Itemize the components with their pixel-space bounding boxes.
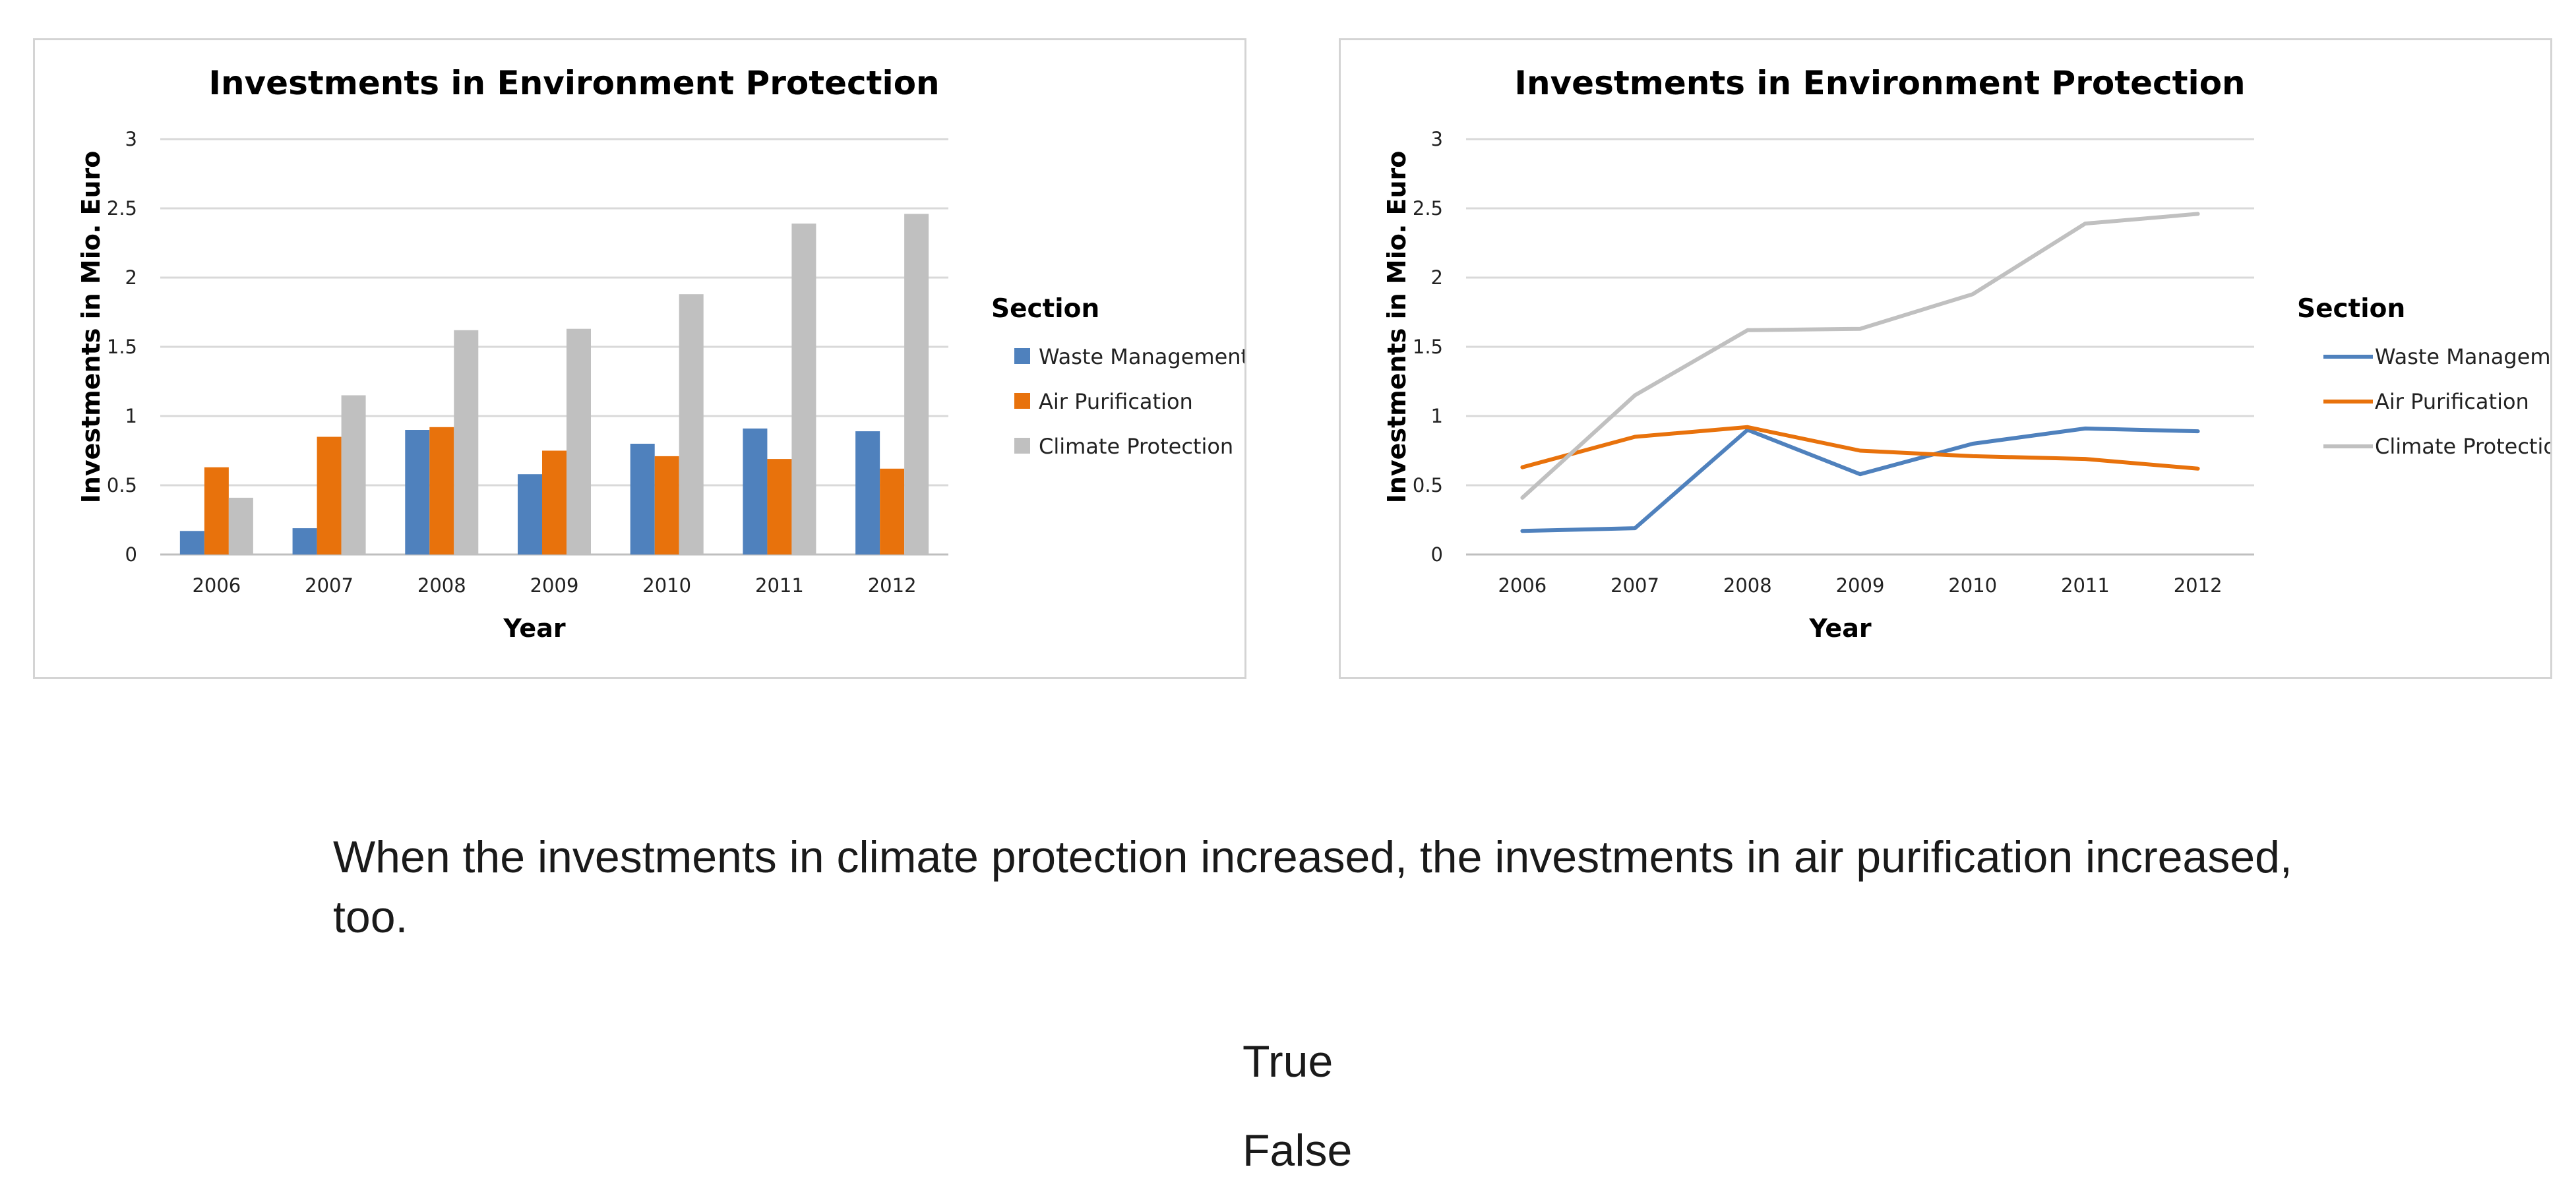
line-climate-protection: [1520, 212, 2200, 500]
x-tick-label: 2006: [192, 574, 241, 597]
y-tick-label: 2: [1431, 266, 1443, 289]
y-tick-label: 3: [125, 128, 137, 150]
y-tick-label: 2.5: [107, 197, 137, 220]
bar-air-purification: [880, 468, 905, 554]
x-tick-label: 2009: [1836, 574, 1885, 597]
x-tick-label: 2011: [755, 574, 804, 597]
bar-climate-protection: [791, 224, 816, 554]
x-tick-label: 2008: [1723, 574, 1772, 597]
line-air-purification: [1520, 425, 2200, 471]
legend-climate-protection-label: Climate Protection: [2375, 434, 2550, 459]
bar-chart: Investments in Environment Protection 0 0.…: [77, 64, 1244, 643]
bar-chart-panel: Investments in Environment Protection 0 0.…: [33, 38, 1246, 679]
bar-waste-management: [855, 431, 880, 554]
line-waste-management: [1520, 426, 2200, 533]
bar-climate-protection: [228, 497, 253, 554]
bar-air-purification: [654, 456, 679, 554]
bar-waste-management: [518, 474, 542, 554]
x-axis-title: Year: [1808, 614, 1871, 643]
chart-title: Investments in Environment Protection: [1514, 64, 2245, 102]
x-tick-label: 2011: [2061, 574, 2110, 597]
x-tick-label: 2007: [1610, 574, 1659, 597]
y-tick-label: 2.5: [1413, 197, 1443, 220]
y-tick-label: 0.5: [1413, 474, 1443, 496]
x-axis-title: Year: [503, 614, 565, 643]
y-tick-label: 0: [1431, 543, 1443, 566]
x-tick-label: 2009: [530, 574, 579, 597]
x-tick-label: 2010: [1948, 574, 1997, 597]
legend-climate-protection-label: Climate Protection: [1039, 434, 1233, 459]
legend-air-purification-label: Air Purification: [2375, 389, 2529, 414]
legend-waste-management-label: Waste Management: [2375, 344, 2550, 369]
y-axis-title: Investments in Mio. Euro: [1382, 151, 1411, 504]
line-chart-panel: Investments in Environment Protection 0 0.…: [1339, 38, 2552, 679]
chart-title: Investments in Environment Protection: [208, 64, 939, 102]
y-tick-label: 0.5: [107, 474, 137, 496]
x-tick-label: 2007: [305, 574, 353, 597]
legend-air-purification-label: Air Purification: [1039, 389, 1193, 414]
x-tick-label: 2010: [642, 574, 691, 597]
y-tick-label: 1.5: [1413, 336, 1443, 358]
bar-climate-protection: [567, 328, 591, 554]
bar-climate-protection: [904, 214, 929, 554]
bar-air-purification: [317, 436, 342, 554]
legend-air-purification-swatch: [1014, 393, 1030, 409]
legend-waste-management-label: Waste Management: [1039, 344, 1244, 369]
x-tick-label: 2008: [417, 574, 466, 597]
answer-false-option[interactable]: False: [1242, 1125, 1353, 1176]
bar-waste-management: [405, 430, 430, 554]
legend-title: Section: [991, 294, 1099, 324]
y-tick-label: 1: [1431, 405, 1443, 427]
y-tick-label: 1.5: [107, 336, 137, 358]
y-tick-label: 2: [125, 266, 137, 289]
bar-climate-protection: [679, 294, 704, 554]
bar-air-purification: [429, 427, 454, 554]
question-statement: When the investments in climate protecti…: [333, 832, 2292, 942]
bar-air-purification: [542, 450, 567, 554]
bar-waste-management: [743, 428, 768, 554]
legend-title: Section: [2297, 294, 2405, 324]
bar-climate-protection: [454, 330, 479, 554]
line-chart: Investments in Environment Protection 0 0.…: [1382, 64, 2550, 643]
bar-waste-management: [630, 444, 655, 554]
legend-climate-protection-swatch: [1014, 438, 1030, 454]
x-tick-label: 2012: [2174, 574, 2223, 597]
y-tick-label: 1: [125, 405, 137, 427]
answer-true-option[interactable]: True: [1242, 1036, 1334, 1087]
x-tick-label: 2006: [1498, 574, 1547, 597]
x-tick-label: 2012: [868, 574, 917, 597]
bar-air-purification: [767, 459, 792, 554]
bar-climate-protection: [341, 395, 366, 554]
bar-air-purification: [204, 467, 229, 554]
y-tick-label: 3: [1431, 128, 1443, 150]
legend-waste-management-swatch: [1014, 348, 1030, 364]
y-tick-label: 0: [125, 543, 137, 566]
bar-waste-management: [179, 531, 204, 554]
y-axis-title: Investments in Mio. Euro: [77, 151, 106, 504]
bar-waste-management: [292, 528, 317, 554]
